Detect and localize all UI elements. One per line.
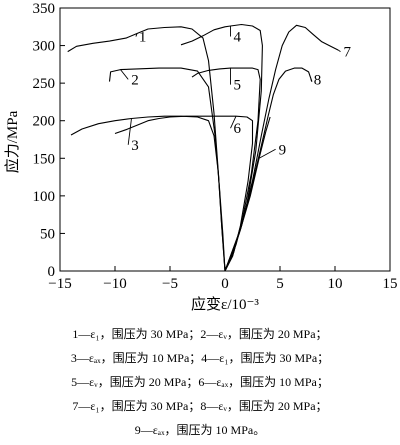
y-tick-label: 200: [33, 114, 56, 130]
plot-frame: [59, 7, 391, 272]
curve-7: [224, 24, 339, 272]
curve-label-7: 7: [344, 45, 352, 61]
curves: [67, 23, 339, 272]
x-tick-label: −15: [48, 276, 71, 292]
x-tick-label: 15: [383, 276, 398, 292]
leader-2: [120, 69, 129, 80]
curve-label-9: 9: [279, 142, 287, 158]
leader-8: [310, 79, 313, 82]
y-tick-label: 250: [33, 76, 56, 92]
x-tick-label: 5: [276, 276, 284, 292]
curve-label-4: 4: [234, 30, 242, 46]
leader-1: [135, 33, 138, 37]
curve-8: [224, 67, 313, 272]
curve-label-3: 3: [131, 138, 139, 154]
y-tick-label: 0: [48, 264, 56, 280]
curve-3: [70, 115, 226, 272]
curve-5: [191, 67, 261, 272]
curve-label-6: 6: [234, 121, 242, 137]
caption-line-4: 7—ε₁，围压为 30 MPa；8—εᵥ，围压为 20 MPa；: [72, 399, 328, 413]
leader-7: [338, 49, 341, 52]
x-tick-label: 10: [328, 276, 343, 292]
curve-label-2: 2: [131, 72, 139, 88]
x-tick-label: −10: [103, 276, 126, 292]
y-tick-label: 100: [33, 189, 56, 205]
curve-1: [67, 26, 226, 272]
caption-line-5: 9—εₐₓ，围压为 10 MPa。: [134, 423, 266, 437]
curve-label-1: 1: [139, 30, 147, 46]
leader-9: [258, 148, 276, 159]
y-tick-label: 350: [33, 1, 56, 17]
x-axis-title: 应变ε/10⁻³: [191, 295, 259, 313]
caption-line-1: 1—ε₁，围压为 30 MPa；2—εᵥ，围压为 20 MPa；: [72, 327, 328, 341]
y-axis-title: 应力/MPa: [3, 110, 21, 173]
x-tick-label: −5: [162, 276, 178, 292]
curve-6: [114, 115, 254, 272]
x-tick-label: 0: [221, 276, 229, 292]
curve-2: [108, 67, 226, 272]
y-tick-label: 300: [33, 39, 56, 55]
leader-6: [230, 116, 237, 129]
y-tick-label: 50: [40, 226, 55, 242]
caption-line-2: 3—εₐₓ，围压为 10 MPa；4—ε₁，围压为 30 MPa；: [70, 351, 330, 365]
curve-label-8: 8: [314, 72, 322, 88]
y-tick-label: 150: [33, 151, 56, 167]
curve-label-5: 5: [234, 78, 242, 94]
label-leaders: 1 2 3 4 5 6 7 8 9: [120, 26, 352, 159]
curve-4: [180, 23, 263, 272]
curve-9: [224, 116, 271, 272]
leader-3: [127, 118, 132, 145]
caption-line-3: 5—εᵥ，围压为 20 MPa；6—εₐₓ，围压为 10 MPa；: [71, 375, 329, 389]
